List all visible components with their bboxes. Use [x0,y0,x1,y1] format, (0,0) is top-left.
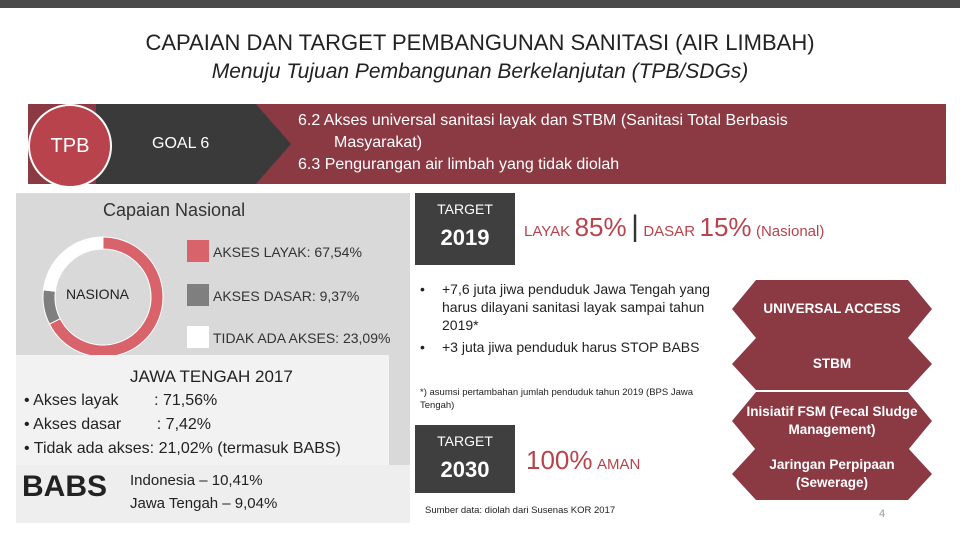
bullet-item: • +3 juta jiwa penduduk harus STOP BABS [420,339,700,355]
data-source: Sumber data: diolah dari Susenas KOR 201… [425,505,616,516]
goal-line-6-2-cont: Masyarakat) [334,134,423,151]
legend-swatch-dasar [187,284,209,306]
babs-label: BABS [22,470,108,503]
target-bullets: • +7,6 juta jiwa penduduk Jawa Tengah yan… [420,280,715,356]
babs-box [16,465,410,523]
babs-indonesia: Indonesia – 10,41% [130,472,263,489]
bullet-text-1: +7,6 juta jiwa penduduk Jawa Tengah yang… [442,281,710,333]
legend-swatch-tidak [187,326,209,348]
kpi-2030-value: 100% [526,445,593,475]
target-2019-year: 2019 [440,225,490,250]
jateng-item: • Tidak ada akses: 21,02% (termasuk BABS… [24,440,341,457]
legend-swatch-layak [187,240,209,262]
jateng-title: JAWA TENGAH 2017 [130,367,293,386]
kpi-layak-value: 85% [574,212,627,242]
strategy-stbm: STBM [732,338,932,390]
babs-jateng: Jawa Tengah – 9,04% [130,495,278,512]
tpb-badge: TPB [28,104,112,188]
legend-layak: AKSES LAYAK: 67,54% [213,244,362,260]
donut-slice-tidak [42,236,104,292]
kpi-layak-label: LAYAK [524,223,571,240]
donut-slice-dasar [42,289,61,325]
page-subtitle: Menuju Tujuan Pembangunan Berkelanjutan … [211,60,749,83]
capaian-heading: Capaian Nasional [103,200,246,220]
kpi-dasar-label: DASAR [643,223,696,240]
kpi-dasar-value: 15% [699,212,752,242]
strategy-universal-access: UNIVERSAL ACCESS [732,280,932,338]
goal-targets: 6.2 Akses universal sanitasi layak dan S… [298,110,938,176]
capaian-donut-chart [42,236,164,358]
strategy-sewerage: Jaringan Perpipaan (Sewerage) [732,448,932,500]
donut-center-label: NASIONA [66,286,130,302]
target-2030-box: TARGET 2030 [415,425,515,493]
bullet-item: • +7,6 juta jiwa penduduk Jawa Tengah yan… [420,280,715,334]
jateng-box [16,355,389,465]
legend-tidak: TIDAK ADA AKSES: 23,09% [213,330,391,346]
jateng-item: • Akses dasar : 7,42% [24,416,212,433]
target-2030-label: TARGET [437,433,493,449]
goal-line-6-3: 6.3 Pengurangan air limbah yang tidak di… [298,156,620,173]
jateng-tidak: Tidak ada akses: 21,02% (termasuk BABS) [33,440,341,457]
footnote: *) asumsi pertambahan jumlah penduduk ta… [420,387,694,411]
legend-dasar: AKSES DASAR: 9,37% [213,288,360,304]
jateng-dasar: Akses dasar : 7,42% [33,416,212,433]
target-2019-label: TARGET [437,201,493,217]
kpi-separator: | [631,210,639,243]
bullet-text-2: +3 juta jiwa penduduk harus STOP BABS [442,339,700,355]
target-2030-kpi: 100% AMAN [526,445,640,476]
jateng-item: • Akses layak : 71,56% [24,392,218,409]
target-2030-year: 2030 [440,457,490,482]
target-2019-kpi: LAYAK 85% | DASAR 15% (Nasional) [524,210,824,244]
top-bar [0,0,960,8]
goal-arrow [96,104,291,184]
goal-label: GOAL 6 [152,135,210,152]
strategy-fsm: Inisiatif FSM (Fecal Sludge Management) [732,392,932,450]
kpi-2030-label: AMAN [596,456,641,473]
page-title: CAPAIAN DAN TARGET PEMBANGUNAN SANITASI … [145,30,815,55]
target-2019-box: TARGET 2019 [415,193,515,265]
jateng-layak: Akses layak : 71,56% [33,392,218,409]
goal-line-6-2: 6.2 Akses universal sanitasi layak dan S… [298,112,788,129]
page-number: 4 [879,508,886,520]
kpi-scope: (Nasional) [755,223,825,240]
